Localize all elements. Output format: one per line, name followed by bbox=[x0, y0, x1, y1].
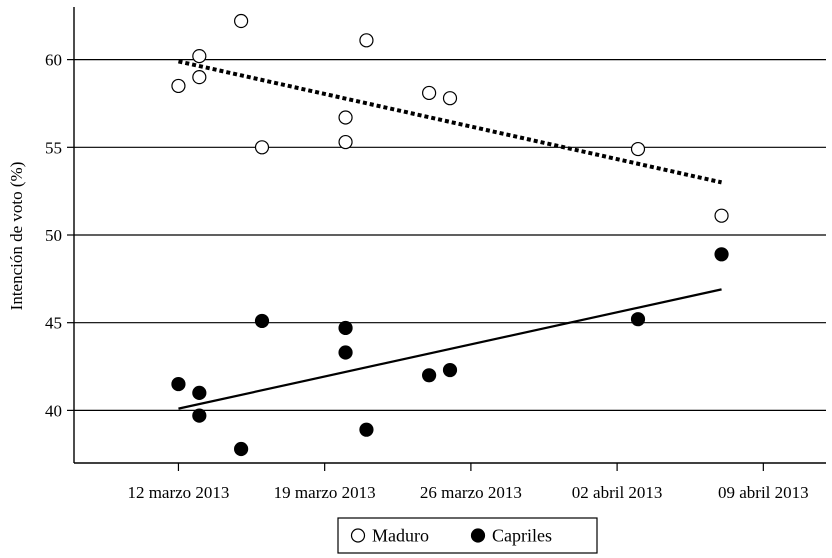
y-tick-label: 50 bbox=[45, 226, 62, 245]
point-capriles bbox=[630, 312, 646, 327]
y-tick-label: 45 bbox=[45, 314, 62, 333]
point-capriles bbox=[338, 320, 353, 336]
point-capriles bbox=[338, 345, 353, 360]
point-capriles bbox=[422, 368, 437, 383]
point-maduro bbox=[442, 91, 458, 106]
y-tick-label: 40 bbox=[45, 401, 62, 420]
y-axis-label: Intención de voto (%) bbox=[7, 162, 26, 311]
point-capriles bbox=[714, 247, 729, 262]
y-tick-label: 55 bbox=[45, 138, 62, 157]
legend-label-maduro: Maduro bbox=[372, 526, 429, 546]
point-capriles bbox=[254, 313, 270, 329]
point-maduro bbox=[254, 140, 270, 155]
x-axis-ticks: 12 marzo 2013 19 marzo 2013 26 marzo 2013 0… bbox=[127, 463, 809, 502]
legend-marker-capriles bbox=[470, 528, 486, 543]
point-capriles bbox=[192, 385, 207, 400]
trend-line-maduro bbox=[178, 59, 722, 185]
legend-box bbox=[337, 517, 598, 554]
x-tick-label: 12 marzo 2013 bbox=[127, 483, 229, 502]
point-maduro bbox=[359, 33, 374, 48]
trend-line-capriles bbox=[178, 288, 722, 410]
legend: Maduro Capriles bbox=[337, 517, 598, 554]
gridlines bbox=[74, 59, 826, 411]
y-tick-label: 60 bbox=[45, 51, 62, 70]
point-maduro bbox=[234, 13, 249, 29]
x-tick-label: 02 abril 2013 bbox=[572, 483, 663, 502]
point-capriles bbox=[359, 422, 374, 437]
point-maduro bbox=[192, 70, 207, 85]
trend-lines bbox=[178, 59, 722, 410]
x-tick-label: 19 marzo 2013 bbox=[274, 483, 376, 502]
legend-label-capriles: Capriles bbox=[492, 526, 552, 546]
point-maduro bbox=[630, 141, 646, 157]
data-points bbox=[171, 13, 729, 457]
y-axis-ticks: 40 45 50 55 60 bbox=[45, 51, 74, 420]
x-tick-label: 26 marzo 2013 bbox=[420, 483, 522, 502]
point-capriles bbox=[234, 441, 249, 457]
point-maduro bbox=[338, 134, 353, 150]
point-capriles bbox=[442, 362, 458, 378]
point-capriles bbox=[192, 408, 207, 423]
point-maduro bbox=[714, 208, 729, 223]
x-tick-label: 09 abril 2013 bbox=[718, 483, 809, 502]
point-maduro bbox=[422, 85, 437, 101]
point-capriles bbox=[171, 376, 186, 392]
point-maduro bbox=[171, 78, 186, 94]
point-maduro bbox=[338, 110, 353, 125]
legend-marker-maduro bbox=[350, 528, 366, 543]
point-maduro bbox=[192, 49, 207, 64]
